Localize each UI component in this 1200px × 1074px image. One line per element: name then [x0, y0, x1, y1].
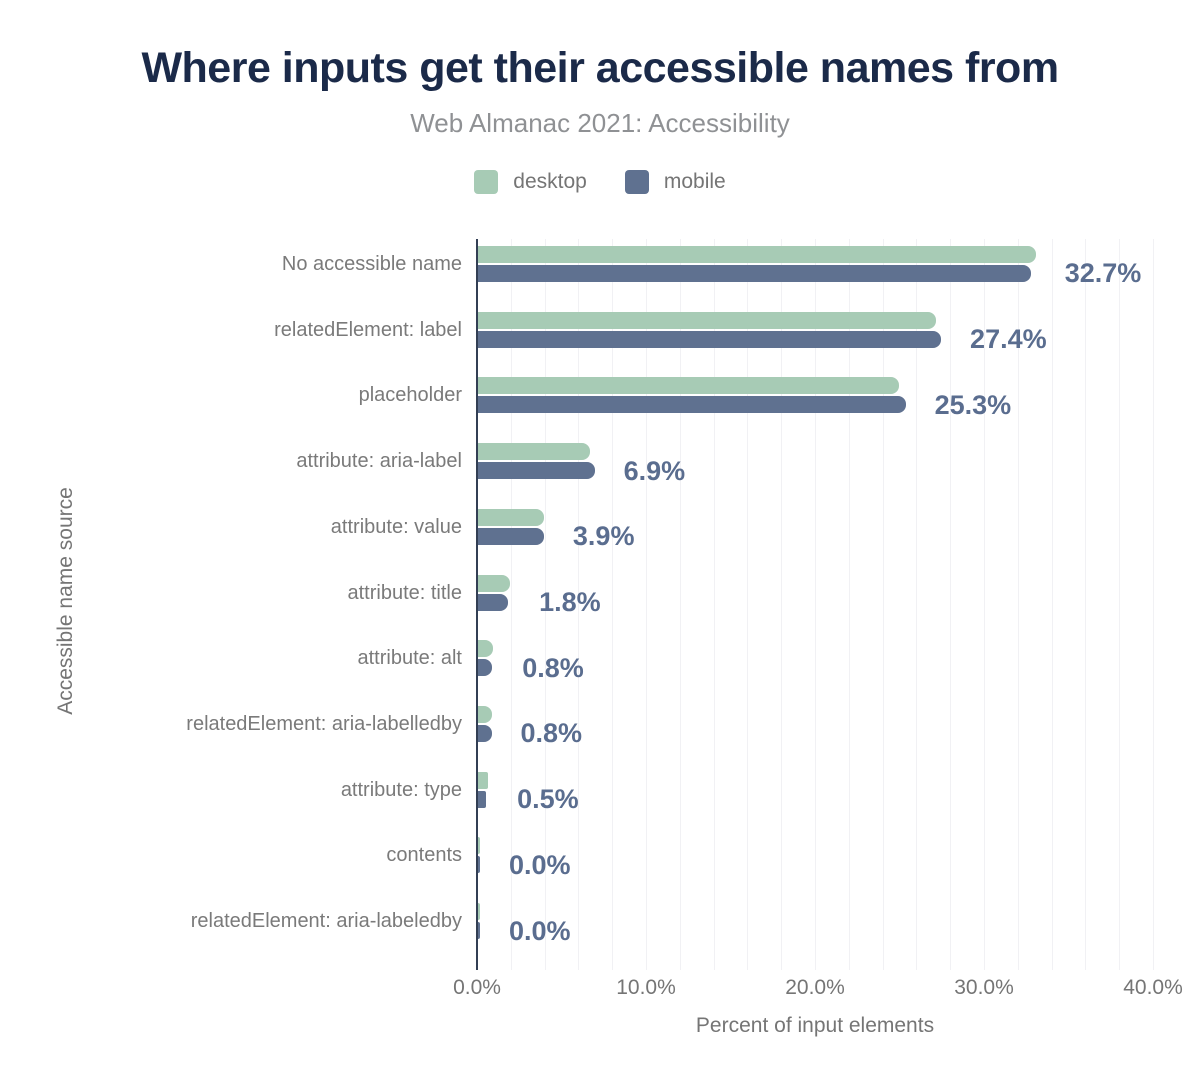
- category-label: relatedElement: label: [274, 318, 462, 341]
- desktop-bar[interactable]: [478, 443, 590, 461]
- desktop-bar[interactable]: [478, 574, 511, 592]
- legend-label-desktop: desktop: [513, 170, 587, 193]
- gridline: [544, 239, 546, 970]
- desktop-bar[interactable]: [478, 837, 480, 855]
- desktop-bar[interactable]: [478, 377, 899, 395]
- desktop-bar[interactable]: [478, 640, 494, 658]
- gridline: [1119, 239, 1121, 970]
- desktop-bar[interactable]: [478, 903, 480, 921]
- gridline: [1085, 239, 1087, 970]
- mobile-bar[interactable]: [478, 922, 480, 940]
- gridline: [848, 239, 850, 970]
- mobile-bar[interactable]: [478, 264, 1031, 282]
- value-label: 27.4%: [970, 324, 1047, 355]
- gridline: [646, 239, 647, 970]
- x-axis-tick-label: 20.0%: [785, 976, 845, 999]
- x-axis-title: Percent of input elements: [695, 1014, 935, 1037]
- desktop-bar[interactable]: [478, 245, 1036, 263]
- gridline: [1017, 239, 1019, 970]
- mobile-bar[interactable]: [478, 330, 942, 348]
- y-axis-title: Accessible name source: [54, 487, 77, 715]
- value-label: 0.0%: [509, 915, 571, 946]
- category-label: attribute: title: [347, 581, 462, 604]
- mobile-swatch-icon: [624, 170, 649, 194]
- mobile-bar[interactable]: [478, 856, 480, 874]
- legend-item-mobile[interactable]: mobile: [624, 170, 726, 194]
- x-axis-tick-label: 0.0%: [453, 976, 501, 999]
- gridline: [1051, 239, 1053, 970]
- value-label: 0.0%: [509, 849, 571, 880]
- value-label: 0.8%: [522, 652, 584, 683]
- value-label: 1.8%: [539, 587, 601, 617]
- gridline: [612, 239, 614, 970]
- mobile-bar[interactable]: [478, 659, 492, 677]
- mobile-bar[interactable]: [478, 790, 487, 808]
- desktop-bar[interactable]: [478, 508, 544, 526]
- value-label: 3.9%: [572, 521, 635, 552]
- gridline: [781, 239, 783, 970]
- desktop-bar[interactable]: [478, 311, 936, 329]
- desktop-swatch-icon: [474, 170, 499, 194]
- mobile-bar[interactable]: [478, 593, 509, 611]
- gridline: [713, 239, 715, 970]
- x-axis-tick-label: 30.0%: [954, 976, 1014, 999]
- mobile-bar[interactable]: [478, 396, 906, 414]
- gridline: [1153, 239, 1154, 970]
- category-label: attribute: alt: [357, 647, 462, 670]
- chart-subtitle: Web Almanac 2021: Accessibility: [410, 108, 790, 138]
- value-label: 0.8%: [520, 718, 583, 749]
- category-label: No accessible name: [281, 252, 462, 275]
- chart-title: Where inputs get their accessible names …: [141, 44, 1059, 92]
- desktop-bar[interactable]: [478, 771, 489, 789]
- category-label: relatedElement: aria-labelledby: [186, 712, 462, 735]
- gridline: [510, 239, 512, 970]
- gridline: [984, 239, 985, 970]
- x-axis-tick-label: 40.0%: [1123, 976, 1183, 999]
- category-label: attribute: value: [330, 515, 462, 538]
- legend-item-desktop[interactable]: desktop: [474, 170, 587, 194]
- gridline: [679, 239, 681, 970]
- mobile-bar[interactable]: [478, 527, 544, 545]
- value-label: 0.5%: [517, 784, 579, 815]
- gridline: [882, 239, 884, 970]
- mobile-bar[interactable]: [478, 462, 595, 480]
- gridline: [950, 239, 952, 970]
- category-label: contents: [386, 844, 462, 867]
- category-label: attribute: aria-label: [296, 450, 462, 473]
- value-label: 25.3%: [934, 389, 1012, 420]
- legend-label-mobile: mobile: [663, 170, 726, 193]
- value-label: 6.9%: [623, 455, 686, 486]
- value-label: 32.7%: [1064, 258, 1142, 289]
- gridline: [916, 239, 918, 970]
- gridline: [578, 239, 580, 970]
- category-label: placeholder: [358, 384, 462, 407]
- desktop-bar[interactable]: [478, 705, 492, 723]
- chart-legend: desktop mobile: [0, 170, 1200, 194]
- mobile-bar[interactable]: [478, 724, 492, 742]
- category-label: relatedElement: aria-labeledby: [190, 910, 462, 933]
- y-axis-line: [476, 239, 478, 970]
- gridline: [747, 239, 749, 970]
- gridline: [815, 239, 816, 970]
- x-axis-tick-label: 10.0%: [616, 976, 676, 999]
- category-label: attribute: type: [340, 778, 462, 801]
